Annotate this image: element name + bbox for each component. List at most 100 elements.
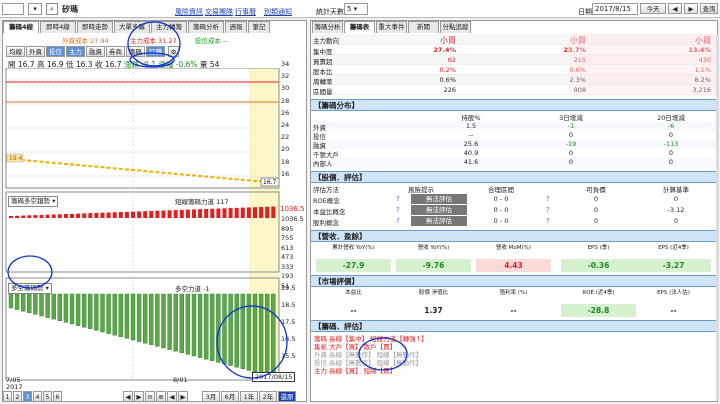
scroll-right-icon[interactable]: ▶ xyxy=(134,391,144,402)
legend-main: 主力成本 31.27 xyxy=(130,37,177,45)
range-button-0[interactable]: 3月 xyxy=(202,391,220,402)
page-button-4[interactable]: 5 xyxy=(43,391,52,402)
range-button-2[interactable]: 1年 xyxy=(240,391,258,402)
trend-bar xyxy=(106,212,111,218)
chart-tool-6[interactable]: 籌碼 xyxy=(126,46,145,57)
next-date-button[interactable]: ▶ xyxy=(684,3,698,14)
force-bar xyxy=(203,293,209,360)
trend-bar xyxy=(143,211,148,218)
right-tab-0[interactable]: 籌碼分析 xyxy=(312,21,343,33)
trend-bar xyxy=(27,215,32,218)
axis-tick: 193 xyxy=(281,272,294,280)
prev-date-button[interactable]: ◀ xyxy=(668,3,682,14)
page-button-0[interactable]: 1 xyxy=(3,391,12,402)
force-bar xyxy=(149,293,154,345)
chart-tool-0[interactable]: 均線 xyxy=(6,46,25,57)
help-icon[interactable]: ? xyxy=(396,195,400,203)
revenue-value-bg xyxy=(561,259,636,272)
page-button-5[interactable]: 6 xyxy=(53,391,62,402)
axis-tick: 755 xyxy=(281,234,294,242)
left-tab-6[interactable]: 週報 xyxy=(225,21,247,33)
chart-tool-7[interactable]: 訂購 xyxy=(146,46,165,57)
force-bar xyxy=(228,293,233,366)
trend-bar xyxy=(45,214,50,218)
left-tab-0[interactable]: 籌碼4線 xyxy=(3,21,39,33)
force-bar xyxy=(100,293,105,333)
right-tab-4[interactable]: 分點追蹤 xyxy=(440,21,471,33)
help-icon[interactable]: ? xyxy=(396,217,400,225)
chart-tool-3[interactable]: 主力 xyxy=(66,46,85,57)
chart-tool-5[interactable]: 券商 xyxy=(106,46,125,57)
force-bar xyxy=(136,293,142,342)
chart-tool-4[interactable]: 融資 xyxy=(86,46,105,57)
step-right-icon[interactable]: ▶ xyxy=(178,391,188,402)
help-icon[interactable]: ? xyxy=(546,206,550,214)
trend-bar xyxy=(198,209,203,218)
trend-panel-label[interactable]: 籌碼多空趨勢 ▾ xyxy=(8,196,59,207)
chart-tool-2[interactable]: 投信 xyxy=(46,46,65,57)
help-icon[interactable]: ? xyxy=(546,195,550,203)
left-tab-2[interactable]: 即時走勢 xyxy=(77,21,113,33)
range-button-4[interactable]: 還原 xyxy=(278,391,296,402)
search-icon[interactable]: ⌕ xyxy=(46,3,58,15)
force-bar xyxy=(210,293,215,362)
step-left-icon[interactable]: ◀ xyxy=(167,391,177,402)
range-button-3[interactable]: 2年 xyxy=(259,391,277,402)
trend-bar xyxy=(259,206,264,218)
page-button-2[interactable]: 3 xyxy=(23,391,32,402)
link-calendar[interactable]: 行事曆 xyxy=(235,8,256,16)
trend-bar xyxy=(118,212,123,218)
link-notice[interactable]: 別類通知 xyxy=(264,8,292,16)
left-tab-1[interactable]: 即時4線 xyxy=(40,21,76,33)
date-input[interactable]: 2017/8/15 xyxy=(592,3,638,15)
revenue-value: -9.76 xyxy=(422,261,445,270)
trend-bar xyxy=(15,215,20,218)
link-team[interactable]: 交易團隊 xyxy=(205,8,233,16)
force-bar xyxy=(39,293,44,317)
market-select[interactable] xyxy=(2,3,24,15)
trend-bar xyxy=(192,209,196,218)
trend-bar xyxy=(57,214,62,218)
force-bar xyxy=(94,293,99,331)
dropdown-arrow-icon[interactable]: ▾ xyxy=(28,3,42,15)
scroll-left-icon[interactable]: ◀ xyxy=(123,391,133,402)
zoom-out-icon[interactable]: ⊖ xyxy=(145,391,155,402)
dist-row xyxy=(311,122,716,131)
trend-bar xyxy=(100,212,105,218)
left-tab-5[interactable]: 籌碼分析 xyxy=(188,21,224,33)
settings-icon[interactable]: ⚙ xyxy=(168,46,179,57)
chart-tool-1[interactable]: 外資 xyxy=(26,46,45,57)
right-tab-2[interactable]: 重大事件 xyxy=(376,21,407,33)
page-button-3[interactable]: 4 xyxy=(33,391,42,402)
right-tab-1[interactable]: 籌碼表 xyxy=(344,21,375,33)
trend-series xyxy=(9,206,276,218)
dist-value: 1.5 xyxy=(465,122,477,130)
force-panel-label[interactable]: 多空籌碼勢 ▾ xyxy=(8,283,52,294)
valuation-range: 0 - 0 xyxy=(493,195,509,203)
force-bar xyxy=(118,293,124,337)
help-icon[interactable]: ? xyxy=(396,206,400,214)
force-bar xyxy=(81,293,87,328)
price-mark xyxy=(246,179,251,182)
lookup-button[interactable]: 查詢 xyxy=(700,3,718,14)
price-mark xyxy=(204,175,209,178)
axis-tick: 473 xyxy=(281,253,294,261)
valuation-neg: 0 xyxy=(593,217,599,225)
page-button-1[interactable]: 2 xyxy=(13,391,22,402)
force-bar xyxy=(14,293,20,310)
scrollbar[interactable] xyxy=(716,34,719,400)
force-bar xyxy=(155,293,160,347)
period-select[interactable]: 5 ▾ xyxy=(344,3,368,15)
left-tab-4[interactable]: 主力轉籌 xyxy=(151,21,187,33)
zoom-in-icon[interactable]: ⊕ xyxy=(156,391,166,402)
help-icon[interactable]: ? xyxy=(546,217,550,225)
trend-bar xyxy=(149,210,154,218)
today-button[interactable]: 今天 xyxy=(640,3,666,14)
price-mark xyxy=(137,169,142,172)
left-tab-3[interactable]: 大單多寡 xyxy=(114,21,150,33)
trend-bar xyxy=(88,213,93,218)
range-button-1[interactable]: 6月 xyxy=(221,391,239,402)
link-risk[interactable]: 風險資訊 xyxy=(175,8,203,16)
right-tab-3[interactable]: 新聞 xyxy=(408,21,439,33)
left-tab-7[interactable]: 筆記 xyxy=(248,21,270,33)
